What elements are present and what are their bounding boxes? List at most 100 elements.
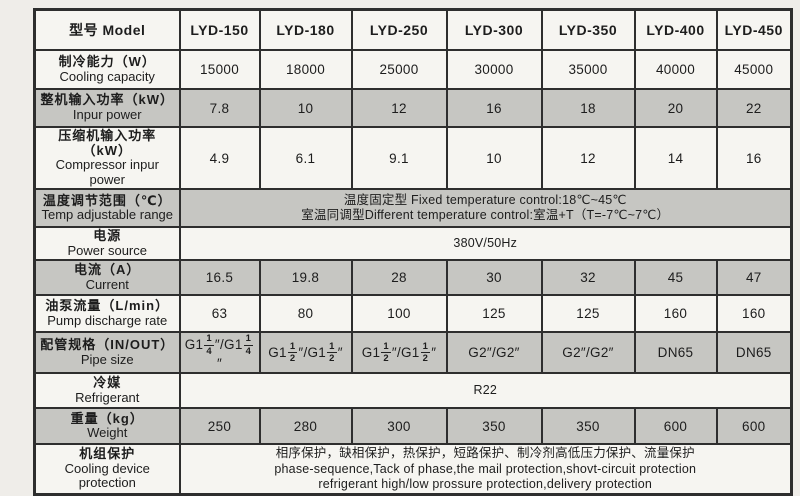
cell-cooling-capacity-LYD-250: 25000: [350, 49, 448, 90]
column-header-lyd-450: LYD-450: [715, 8, 793, 51]
header-row: 型号 Model LYD-150 LYD-180 LYD-250 LYD-300 LYD-…: [33, 8, 793, 51]
cell-pipe-size-LYD-350: G2″/G2″: [540, 331, 636, 375]
row-label-en: Current: [85, 276, 129, 292]
span-line: 室温同调型Different temperature control:室温+T（…: [301, 208, 670, 223]
span-cell-cooling-device-protection: 相序保护，缺相保护，热保护，短路保护、制冷剂高低压力保护、流量保护 phase-s…: [178, 443, 793, 496]
span-line: 380V/50Hz: [453, 236, 518, 251]
cell-pump-discharge-rate-LYD-180: 80: [258, 294, 353, 334]
cell-pump-discharge-rate-LYD-300: 125: [445, 294, 543, 334]
row-label-en: Power source: [67, 242, 147, 258]
row-label-zh: 温度调节范围（℃）: [42, 192, 172, 208]
row-label-zh: 重量（kg）: [70, 410, 144, 426]
cell-weight-LYD-450: 600: [715, 407, 793, 446]
cell-weight-LYD-400: 600: [633, 407, 718, 446]
cell-pipe-size-LYD-450: DN65: [715, 331, 793, 375]
row-power-source: 电源 Power source 380V/50Hz: [33, 226, 793, 262]
cell-current-LYD-180: 19.8: [258, 259, 353, 297]
row-cooling-capacity: 制冷能力（W） Cooling capacity 15000 18000 25000 30…: [33, 49, 793, 90]
row-label-en: Refrigerant: [75, 389, 140, 405]
span-line: 相序保护，缺相保护，热保护，短路保护、制冷剂高低压力保护、流量保护: [275, 446, 695, 461]
column-header-lyd-250: LYD-250: [350, 8, 448, 51]
row-weight: 重量（kg） Weight 250 280 300 350 350 600 600: [33, 407, 793, 446]
cell-compressor-input-power-LYD-300: 10: [445, 125, 543, 191]
row-label-pump-discharge-rate: 油泵流量（L/min） Pump discharge rate: [33, 294, 181, 334]
row-cooling-device-protection: 机组保护 Cooling device protection 相序保护，缺相保护，热…: [33, 443, 793, 496]
table-body: 制冷能力（W） Cooling capacity 15000 18000 25000 30…: [33, 49, 793, 496]
cell-input-power-LYD-400: 20: [633, 88, 718, 128]
cell-compressor-input-power-LYD-180: 6.1: [258, 125, 353, 191]
cell-input-power-LYD-450: 22: [715, 88, 793, 128]
cell-cooling-capacity-LYD-180: 18000: [258, 49, 353, 90]
cell-weight-LYD-150: 250: [178, 407, 261, 446]
cell-cooling-capacity-LYD-300: 30000: [445, 49, 543, 90]
row-input-power: 整机输入功率（kW） Inpur power 7.8 10 12 16 18 20 22: [33, 88, 793, 128]
column-header-model: 型号 Model: [33, 8, 181, 51]
row-label-current: 电流（A） Current: [33, 259, 181, 297]
cell-weight-LYD-350: 350: [540, 407, 636, 446]
row-label-refrigerant: 冷媒 Refrigerant: [33, 372, 181, 410]
row-label-weight: 重量（kg） Weight: [33, 407, 181, 446]
cell-current-LYD-150: 16.5: [178, 259, 261, 297]
cell-compressor-input-power-LYD-450: 16: [715, 125, 793, 191]
row-label-zh: 整机输入功率（kW）: [40, 92, 174, 108]
row-label-en: Compressor inpur power: [55, 157, 159, 187]
table-header: 型号 Model LYD-150 LYD-180 LYD-250 LYD-300 LYD-…: [33, 8, 793, 51]
cell-cooling-capacity-LYD-350: 35000: [540, 49, 636, 90]
row-label-temp-adjustable-range: 温度调节范围（℃） Temp adjustable range: [33, 188, 181, 229]
row-pipe-size: 配管规格（IN/OUT） Pipe size G1 1 4 ″/G1 1 4 ″ G1 1 2 ″/G1…: [33, 331, 793, 375]
span-cell-refrigerant: R22: [178, 372, 793, 410]
cell-compressor-input-power-LYD-400: 14: [633, 125, 718, 191]
row-label-en: Weight: [87, 425, 128, 441]
cell-compressor-input-power-LYD-150: 4.9: [178, 125, 261, 191]
cell-pump-discharge-rate-LYD-250: 100: [350, 294, 448, 334]
row-label-zh: 配管规格（IN/OUT）: [40, 337, 175, 353]
row-label-input-power: 整机输入功率（kW） Inpur power: [33, 88, 181, 128]
span-cell-power-source: 380V/50Hz: [178, 226, 793, 262]
cell-input-power-LYD-150: 7.8: [178, 88, 261, 128]
spec-table-container: 型号 Model LYD-150 LYD-180 LYD-250 LYD-300 LYD-…: [33, 8, 793, 496]
row-label-zh: 机组保护: [79, 446, 136, 462]
row-label-zh: 油泵流量（L/min）: [45, 298, 170, 314]
row-compressor-input-power: 压缩机输入功率（kW） Compressor inpur power 4.9 6.1 9…: [33, 125, 793, 191]
cell-cooling-capacity-LYD-150: 15000: [178, 49, 261, 90]
cell-current-LYD-350: 32: [540, 259, 636, 297]
cell-compressor-input-power-LYD-250: 9.1: [350, 125, 448, 191]
cell-pipe-size-LYD-400: DN65: [633, 331, 718, 375]
row-pump-discharge-rate: 油泵流量（L/min） Pump discharge rate 63 80 100 125…: [33, 294, 793, 334]
cell-cooling-capacity-LYD-450: 45000: [715, 49, 793, 90]
cell-input-power-LYD-180: 10: [258, 88, 353, 128]
span-cell-temp-adjustable-range: 温度固定型 Fixed temperature control:18℃~45℃ 室…: [178, 188, 793, 229]
cell-pump-discharge-rate-LYD-400: 160: [633, 294, 718, 334]
page: { "colors": { "page_background": "#efede…: [33, 8, 793, 496]
cell-cooling-capacity-LYD-400: 40000: [633, 49, 718, 90]
cell-current-LYD-300: 30: [445, 259, 543, 297]
row-label-power-source: 电源 Power source: [33, 226, 181, 262]
cell-weight-LYD-300: 350: [445, 407, 543, 446]
cell-input-power-LYD-350: 18: [540, 88, 636, 128]
cell-pipe-size-LYD-250: G1 1 2 ″/G1 1 2 ″: [350, 331, 448, 375]
span-line: 温度固定型 Fixed temperature control:18℃~45℃: [343, 192, 627, 207]
row-label-zh: 冷媒: [93, 375, 122, 391]
row-label-en: Pipe size: [80, 351, 134, 367]
row-label-pipe-size: 配管规格（IN/OUT） Pipe size: [33, 331, 181, 375]
column-header-lyd-350: LYD-350: [540, 8, 636, 51]
cell-pipe-size-LYD-180: G1 1 2 ″/G1 1 2 ″: [258, 331, 353, 375]
column-header-lyd-400: LYD-400: [633, 8, 718, 51]
row-current: 电流（A） Current 16.5 19.8 28 30 32 45 47: [33, 259, 793, 297]
row-label-compressor-input-power: 压缩机输入功率（kW） Compressor inpur power: [33, 125, 181, 191]
cell-weight-LYD-180: 280: [258, 407, 353, 446]
cell-pump-discharge-rate-LYD-450: 160: [715, 294, 793, 334]
row-label-cooling-device-protection: 机组保护 Cooling device protection: [33, 443, 181, 496]
row-label-en: Temp adjustable range: [41, 207, 174, 223]
row-label-zh: 制冷能力（W）: [58, 53, 156, 69]
cell-current-LYD-400: 45: [633, 259, 718, 297]
cell-input-power-LYD-300: 16: [445, 88, 543, 128]
span-line: refrigerant high/low prossure protection…: [318, 476, 653, 491]
cell-current-LYD-250: 28: [350, 259, 448, 297]
row-label-en: Pump discharge rate: [47, 312, 168, 328]
cell-pipe-size-LYD-300: G2″/G2″: [445, 331, 543, 375]
row-temp-adjustable-range: 温度调节范围（℃） Temp adjustable range 温度固定型 Fixe…: [33, 188, 793, 229]
